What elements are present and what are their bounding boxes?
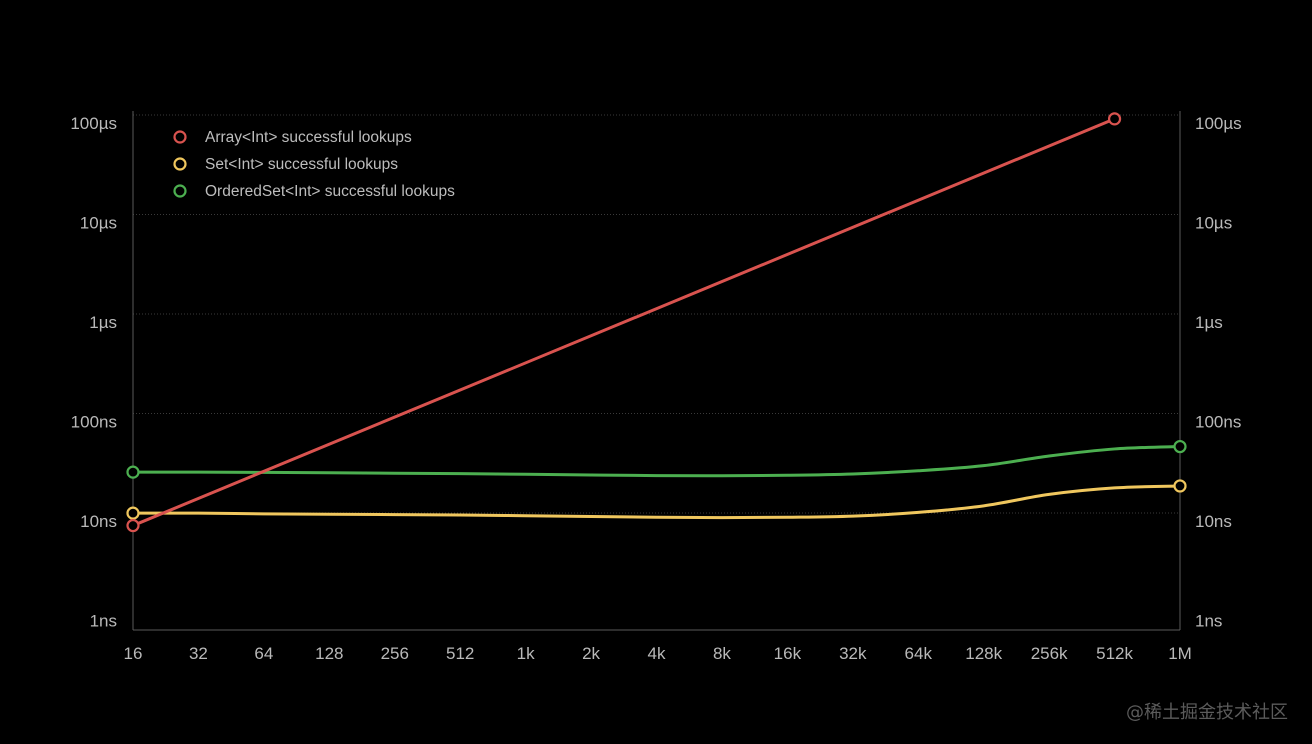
y-tick-label-right: 100µs [1195,114,1242,133]
x-tick-label: 512k [1096,644,1133,663]
y-tick-label-left: 1ns [90,612,117,631]
y-tick-label-left: 100ns [71,413,117,432]
x-tick-label: 16 [124,644,143,663]
x-tick-label: 256 [381,644,409,663]
axes [132,111,1181,631]
data-point-marker [1173,479,1187,493]
y-tick-label-right: 10µs [1195,214,1232,233]
legend-marker [173,184,187,198]
y-tick-label-right: 1µs [1195,313,1223,332]
series-line [131,445,1182,478]
y-tick-label-right: 1ns [1195,612,1222,631]
x-tick-label: 8k [713,644,731,663]
x-tick-label: 128k [965,644,1002,663]
x-tick-label: 64k [905,644,933,663]
series-line [131,484,1182,520]
x-tick-label: 256k [1031,644,1068,663]
legend-marker [173,130,187,144]
x-tick-label: 64 [254,644,273,663]
y-tick-label-left: 10µs [80,214,117,233]
series-lines [126,112,1187,533]
y-tick-label-left: 100µs [70,114,117,133]
data-point-marker [126,465,140,479]
data-point-marker [126,518,140,533]
tick-labels: 1ns 1ns 10ns 10ns 100ns 100ns 1µs 1µs 10µs 10µs 10… [70,114,1241,663]
data-point-marker [126,506,140,520]
x-tick-label: 2k [582,644,600,663]
grid [133,114,1180,514]
x-tick-label: 32 [189,644,208,663]
watermark: @稀土掘金技术社区 [1126,702,1288,723]
data-point-marker [1173,439,1187,454]
x-tick-label: 1M [1168,644,1192,663]
legend-label: OrderedSet<Int> successful lookups [205,183,455,200]
y-tick-label-left: 1µs [89,313,117,332]
data-point-marker [1107,112,1122,126]
y-tick-label-right: 10ns [1195,512,1232,531]
x-tick-label: 512 [446,644,474,663]
legend-marker [173,157,187,171]
y-tick-label-left: 10ns [80,512,117,531]
x-tick-label: 16k [774,644,802,663]
series-line [131,117,1117,528]
y-tick-label-right: 100ns [1195,413,1241,432]
x-tick-label: 1k [517,644,535,663]
x-tick-label: 128 [315,644,343,663]
legend-label: Array<Int> successful lookups [205,129,412,146]
x-tick-label: 4k [648,644,666,663]
legend: Array<Int> successful lookups Set<Int> su… [173,129,455,200]
x-tick-label: 32k [839,644,867,663]
legend-label: Set<Int> successful lookups [205,156,398,173]
